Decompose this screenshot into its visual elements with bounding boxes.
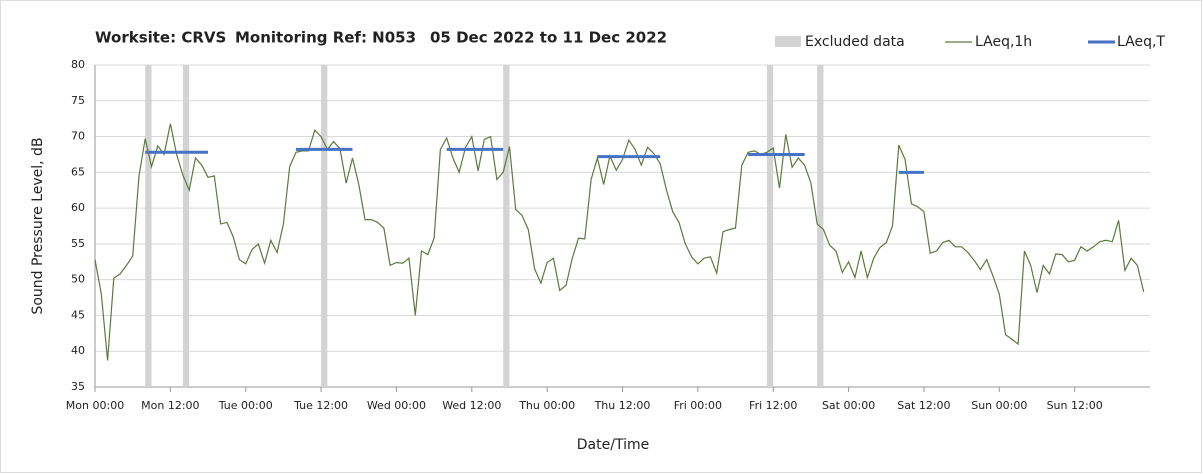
legend-label: LAeq,1h [975,34,1032,50]
x-tick-label: Fri 00:00 [674,399,722,412]
x-axis-label: Date/Time [577,437,649,453]
y-tick-label: 60 [71,201,85,214]
excluded-band [145,65,152,387]
x-tick-label: Wed 00:00 [367,399,426,412]
legend-label: Excluded data [805,34,905,50]
y-tick-label: 40 [71,344,85,357]
excluded-band [766,65,774,387]
x-tick-label: Tue 12:00 [293,399,348,412]
y-tick-label: 35 [71,380,85,393]
y-tick-label: 65 [71,165,85,178]
y-tick-label: 50 [71,273,85,286]
period: 05 Dec 2022 to 11 Dec 2022 [430,29,667,47]
x-tick-label: Sun 00:00 [971,399,1027,412]
legend-label: LAeq,T [1117,34,1165,50]
x-tick-label: Sat 12:00 [897,399,950,412]
line-series [94,123,1145,361]
x-tick-label: Thu 00:00 [518,399,575,412]
y-tick-label: 55 [71,237,85,250]
chart-title: Worksite: CRVS [95,29,226,47]
x-tick-label: Wed 12:00 [442,399,501,412]
excluded-band [503,65,510,387]
excluded-band [182,65,190,387]
monitoring-ref: Monitoring Ref: N053 [235,29,416,47]
x-tick-label: Mon 00:00 [66,399,124,412]
y-tick-label: 45 [71,308,85,321]
x-tick-label: Fri 12:00 [749,399,797,412]
x-tick-label: Sun 12:00 [1047,399,1103,412]
y-axis-label: Sound Pressure Level, dB [30,137,46,314]
y-tick-label: 70 [71,130,85,143]
x-tick-label: Thu 12:00 [594,399,651,412]
excluded-band [321,65,328,387]
y-tick-label: 75 [71,94,85,107]
x-tick-label: Mon 12:00 [141,399,199,412]
x-tick-label: Tue 00:00 [218,399,273,412]
y-tick-label: 80 [71,58,85,71]
x-tick-label: Sat 00:00 [822,399,875,412]
legend-swatch [775,36,801,47]
